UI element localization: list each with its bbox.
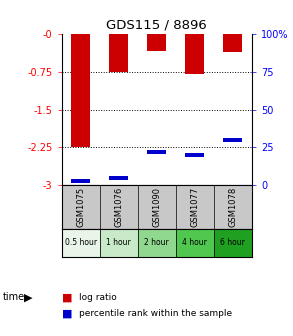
Bar [100,229,138,257]
Text: 4 hour: 4 hour [183,239,207,247]
Text: ■: ■ [62,308,72,318]
Text: GSM1077: GSM1077 [190,187,199,227]
Text: log ratio: log ratio [79,293,117,302]
Text: percentile rank within the sample: percentile rank within the sample [79,309,232,318]
Bar [214,229,252,257]
Bar [147,150,166,154]
Title: GDS115 / 8896: GDS115 / 8896 [106,18,207,31]
Text: 0.5 hour: 0.5 hour [64,239,97,247]
Text: ▶: ▶ [23,292,32,302]
Text: 1 hour: 1 hour [106,239,131,247]
Bar [147,34,166,51]
Text: GSM1090: GSM1090 [152,187,161,227]
Bar [138,229,176,257]
Text: GSM1076: GSM1076 [114,187,123,227]
Bar [109,34,128,72]
Bar [71,34,90,148]
Bar [71,179,90,183]
Text: GSM1075: GSM1075 [76,187,85,227]
Bar [185,153,204,157]
Text: 6 hour: 6 hour [221,239,245,247]
Bar [62,229,100,257]
Bar [223,138,242,142]
Text: GSM1078: GSM1078 [229,187,237,227]
Text: 2 hour: 2 hour [144,239,169,247]
Bar [223,34,242,52]
Bar [109,176,128,180]
Bar [176,229,214,257]
Text: time: time [3,292,25,302]
Bar [185,34,204,74]
Text: ■: ■ [62,292,72,302]
